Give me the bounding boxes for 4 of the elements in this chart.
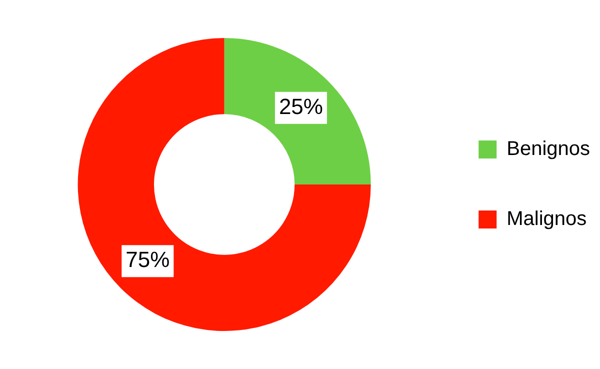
legend-label: Benignos (506, 138, 590, 160)
data-label: 25% (278, 94, 323, 119)
legend-label: Malignos (506, 208, 587, 230)
data-label: 75% (126, 247, 170, 272)
